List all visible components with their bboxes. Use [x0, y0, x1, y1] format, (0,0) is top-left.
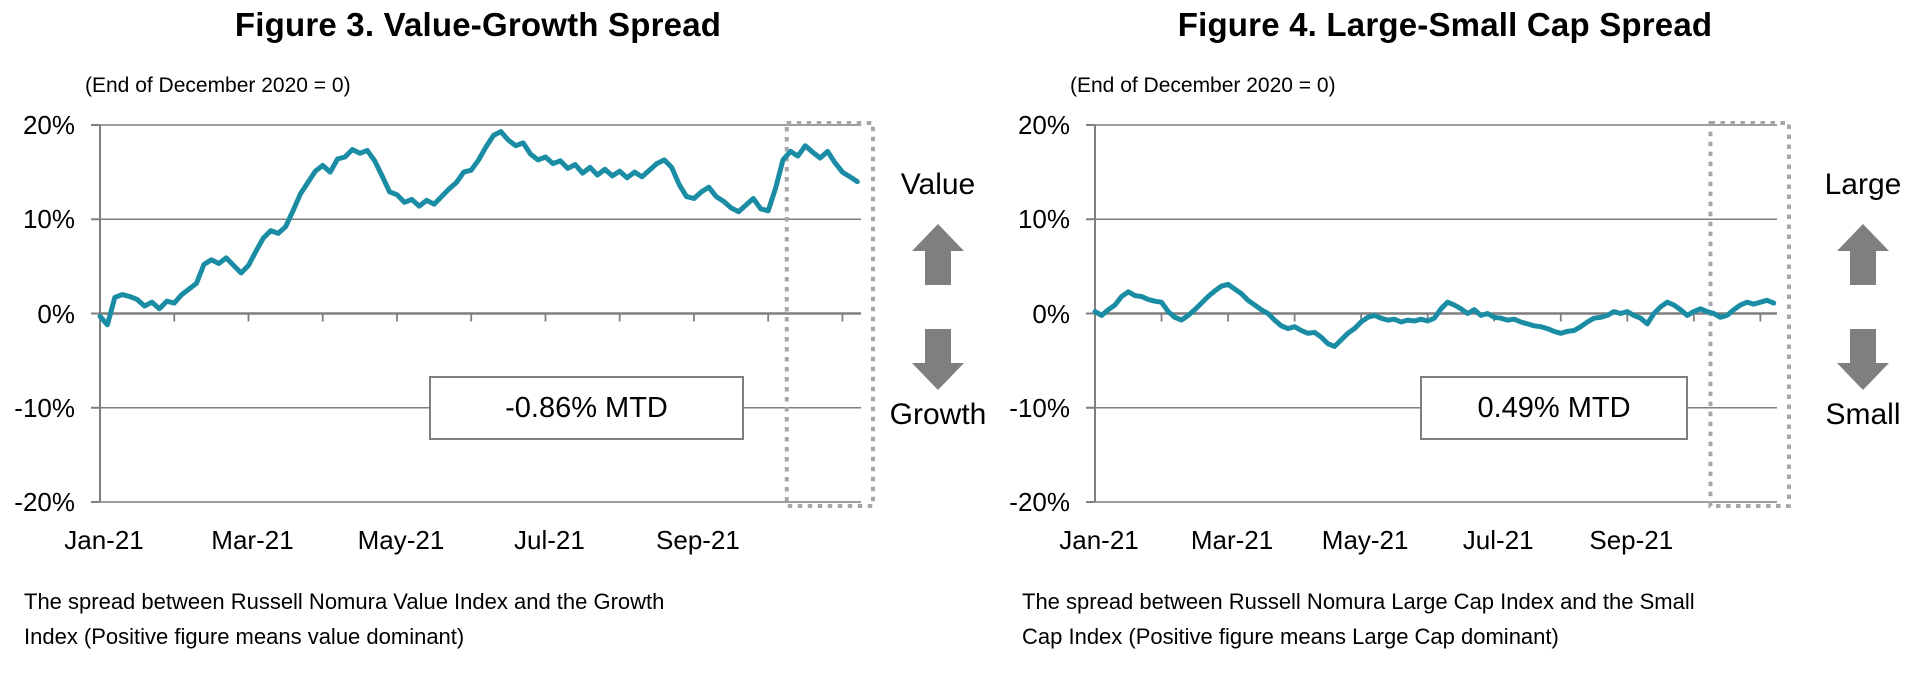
spread-series-line	[97, 129, 860, 328]
x-axis-tick-label: Jan-21	[1059, 525, 1139, 555]
figure4-direction-label-bottom: Small	[1825, 398, 1901, 431]
x-axis-tick-label: Sep-21	[656, 525, 740, 555]
figure4-caption: The spread between Russell Nomura Large …	[1022, 589, 1695, 649]
down-arrow-icon	[1837, 329, 1889, 390]
figure4-subtitle: (End of December 2020 = 0)	[1070, 74, 1336, 97]
figure4-mtd-annotation: 0.49% MTD	[1420, 376, 1688, 440]
y-axis-tick-label: 0%	[37, 298, 75, 329]
y-axis-tick-label: 20%	[22, 110, 75, 140]
y-axis-tick-label: -10%	[1009, 392, 1070, 423]
x-axis-tick-label: May-21	[1321, 525, 1409, 555]
figure3-subtitle: (End of December 2020 = 0)	[85, 74, 351, 97]
x-axis-tick-label: Sep-21	[1589, 525, 1674, 555]
y-axis-tick-label: -20%	[1009, 487, 1070, 517]
x-axis-tick-label: Mar-21	[1190, 525, 1274, 555]
y-axis-tick-label: 10%	[22, 204, 75, 235]
spread-series-line	[1092, 281, 1777, 349]
up-arrow-icon	[1837, 224, 1889, 285]
y-axis-tick-label: 20%	[1017, 110, 1070, 140]
figure3-direction-label-bottom: Growth	[889, 398, 987, 431]
x-axis-tick-label: May-21	[357, 525, 445, 555]
y-axis-tick-label: -10%	[14, 392, 75, 423]
x-axis-tick-label: Jul-21	[1462, 525, 1534, 555]
figure3-title: Figure 3. Value-Growth Spread	[234, 6, 722, 43]
y-axis-tick-label: -20%	[14, 487, 75, 517]
up-arrow-icon	[912, 224, 964, 285]
figure3-caption: The spread between Russell Nomura Value …	[24, 589, 665, 649]
figure4-direction-label-top: Large	[1824, 168, 1902, 201]
x-axis-tick-label: Jul-21	[514, 525, 585, 555]
figure4-title: Figure 4. Large-Small Cap Spread	[1177, 6, 1713, 43]
x-axis-tick-label: Mar-21	[211, 525, 294, 555]
y-axis-tick-label: 10%	[1017, 204, 1070, 235]
figure3-direction-label-top: Value	[900, 168, 976, 201]
figure4-mtd-text: 0.49% MTD	[1477, 391, 1631, 424]
y-axis-tick-label: 0%	[1032, 298, 1070, 329]
recent-period-dotted-box	[784, 121, 876, 508]
figure3-mtd-annotation: -0.86% MTD	[429, 376, 744, 440]
figure3-mtd-text: -0.86% MTD	[505, 391, 668, 424]
x-axis-tick-label: Jan-21	[64, 525, 144, 555]
down-arrow-icon	[912, 329, 964, 390]
